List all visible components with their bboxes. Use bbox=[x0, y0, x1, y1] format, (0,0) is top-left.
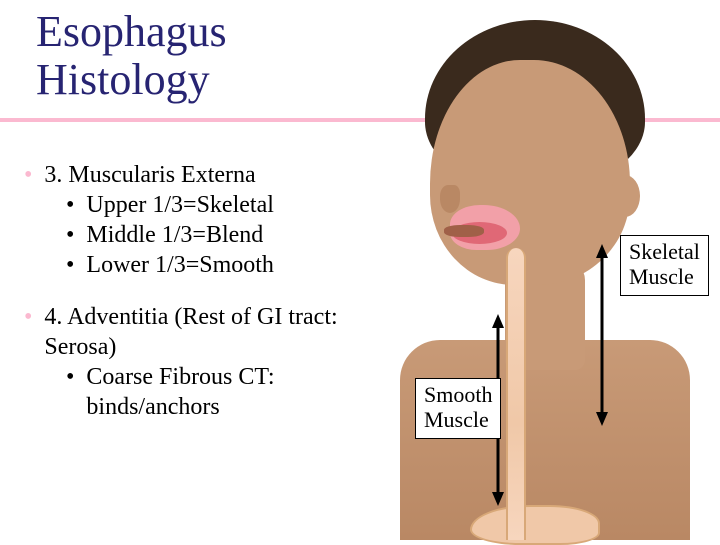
label-smooth-muscle: Smooth Muscle bbox=[415, 378, 501, 439]
label-line: Smooth bbox=[424, 382, 492, 407]
label-line: Muscle bbox=[629, 264, 694, 289]
label-line: Muscle bbox=[424, 407, 489, 432]
label-line: Skeletal bbox=[629, 239, 700, 264]
smooth-arrow bbox=[0, 0, 720, 540]
label-skeletal-muscle: Skeletal Muscle bbox=[620, 235, 709, 296]
